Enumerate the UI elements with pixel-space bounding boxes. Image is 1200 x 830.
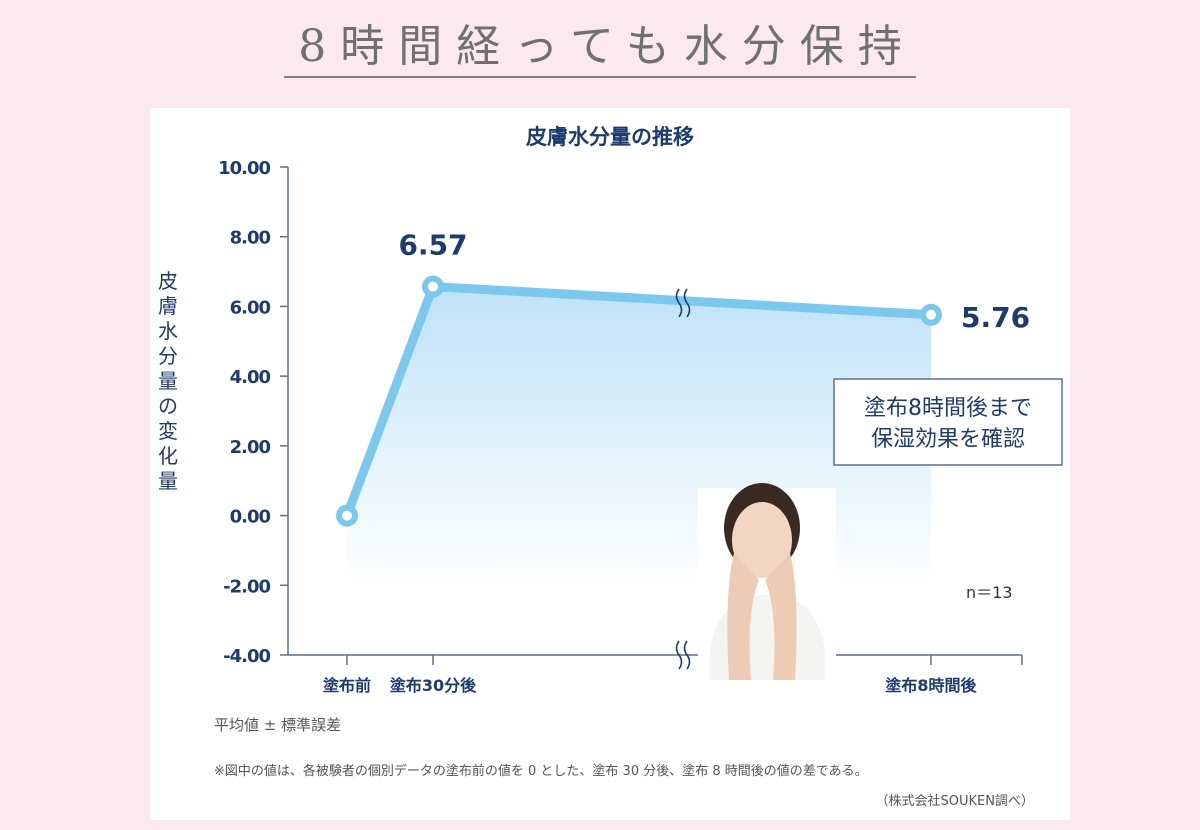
x-tick-label: 塗布前 (323, 676, 371, 695)
x-tick-label: 塗布8時間後 (885, 676, 977, 695)
y-axis-label-char: 量 (158, 369, 178, 393)
y-axis-label-char: 量 (158, 469, 178, 493)
y-tick-label: 4.00 (230, 367, 271, 388)
y-tick-label: 0.00 (230, 507, 271, 528)
data-point-center (428, 281, 438, 292)
y-axis-label-char: 化 (158, 444, 178, 468)
y-tick-label: -2.00 (223, 576, 270, 597)
data-point-center (926, 309, 936, 320)
y-tick-label: 2.00 (230, 437, 271, 458)
sample-size: n＝13 (966, 583, 1013, 602)
y-axis-label-char: 水 (158, 319, 178, 343)
y-tick-label: 10.00 (218, 158, 270, 179)
axis-break-icon (683, 288, 691, 318)
data-point-center (342, 510, 352, 521)
y-axis-label-char: 膚 (158, 294, 178, 318)
line-chart: 皮膚水分量の推移 10.00 8.00 6.00 4.00 2.00 0.00 -2.00 -4… (158, 125, 1063, 695)
annotation-text: 保湿効果を確認 (871, 427, 1025, 452)
y-tick-label: 8.00 (230, 228, 271, 249)
annotation-box (833, 378, 1063, 466)
data-label: 5.76 (961, 301, 1030, 334)
y-axis-label-char: 皮 (158, 269, 178, 293)
axis-break-icon (675, 288, 683, 318)
x-tick-label: 塗布30分後 (390, 676, 477, 695)
footnote: ※図中の値は、各被験者の個別データの塗布前の値を 0 とした、塗布 30 分後、… (214, 764, 868, 779)
y-tick-label: -4.00 (223, 646, 270, 667)
axis-break-icon (675, 640, 683, 670)
chart-title: 皮膚水分量の推移 (526, 125, 694, 149)
page-title: 8時間経っても水分保持 (0, 10, 1200, 78)
axis-break-icon (683, 640, 691, 670)
y-axis-label-char: の (158, 394, 178, 418)
data-label: 6.57 (398, 229, 467, 262)
stat-note: 平均値 ± 標準誤差 (214, 716, 342, 734)
photo-hands (727, 553, 797, 680)
source-note: （株式会社SOUKEN調べ） (875, 794, 1034, 809)
y-axis-label-char: 変 (158, 419, 178, 443)
chart-panel: 皮膚水分量の推移 10.00 8.00 6.00 4.00 2.00 0.00 -2.00 -4… (150, 108, 1070, 820)
y-tick-label: 6.00 (230, 297, 271, 318)
photo-face (732, 502, 792, 578)
y-axis-label-char: 分 (158, 344, 178, 368)
annotation-text: 塗布8時間後まで (864, 396, 1032, 421)
